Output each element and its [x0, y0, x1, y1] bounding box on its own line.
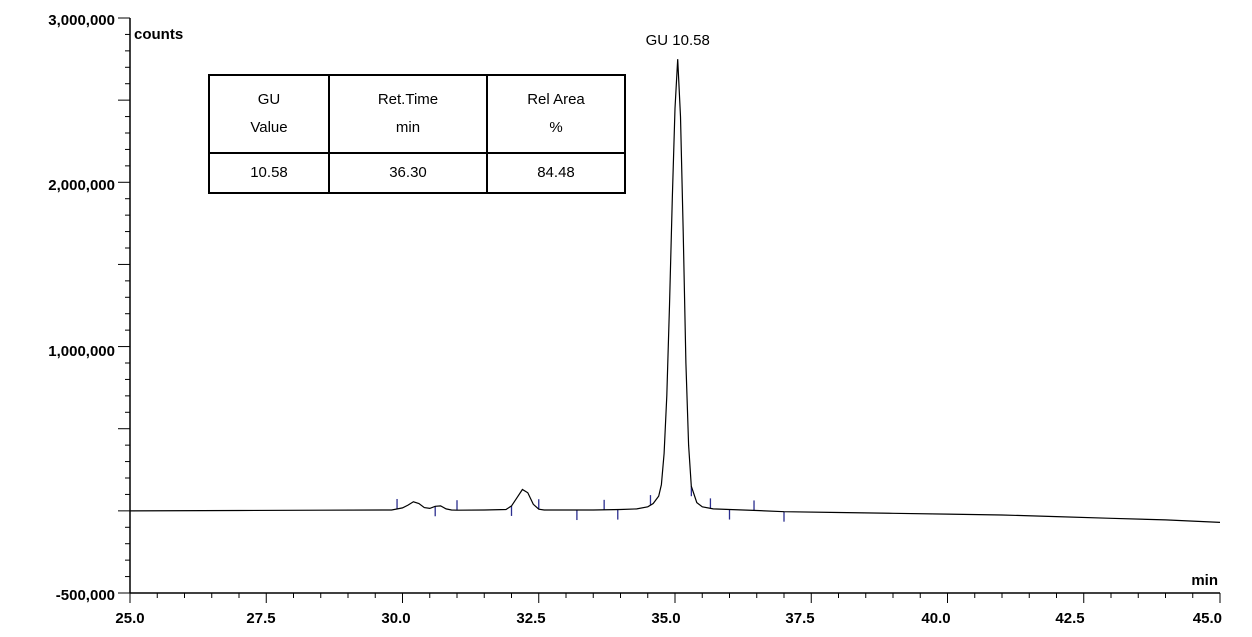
x-tick-label-0: 25.0 — [115, 610, 144, 627]
x-ticks — [129, 593, 1221, 603]
chart-axes — [118, 17, 1221, 603]
y-tick-label-1: 2,000,000 — [48, 177, 115, 194]
peak-table-cell-gu: 10.58 — [208, 152, 330, 194]
x-tick-label-3: 32.5 — [516, 610, 545, 627]
peak-table-row: 10.58 36.30 84.48 — [208, 152, 626, 194]
peak-table-header-gu: GU Value — [208, 74, 330, 154]
y-tick-label-3: -500,000 — [56, 587, 115, 604]
y-tick-label-0: 3,000,000 — [48, 12, 115, 29]
peak-table-header-row: GU Value Ret.Time min Rel Area % — [208, 74, 626, 154]
header-line-1: Ret.Time — [377, 91, 439, 108]
x-tick-label-4: 35.0 — [651, 610, 680, 627]
peak-table-cell-rel-area: 84.48 — [486, 152, 626, 194]
peak-annotation-label: GU 10.58 — [646, 32, 710, 49]
y-ticks — [118, 17, 130, 594]
peak-table-header-ret-time: Ret.Time min — [328, 74, 488, 154]
peak-table-cell-ret-time: 36.30 — [328, 152, 488, 194]
peak-table: GU Value Ret.Time min Rel Area % 10.58 3… — [208, 74, 626, 194]
header-line-1: GU — [257, 91, 281, 108]
x-tick-label-6: 40.0 — [921, 610, 950, 627]
x-tick-label-2: 30.0 — [381, 610, 410, 627]
y-axis-unit-label: counts — [134, 26, 183, 43]
peak-table-header-rel-area: Rel Area % — [486, 74, 626, 154]
peak-boundary-markers — [396, 486, 785, 522]
x-axis-unit-label: min — [1191, 572, 1218, 589]
y-tick-label-2: 1,000,000 — [48, 343, 115, 360]
header-line-2: % — [549, 119, 563, 136]
x-tick-label-1: 27.5 — [246, 610, 275, 627]
x-tick-label-7: 42.5 — [1055, 610, 1084, 627]
header-line-2: Value — [250, 119, 288, 136]
chromatogram-trace — [129, 59, 1221, 523]
x-tick-label-5: 37.5 — [785, 610, 814, 627]
header-line-1: Rel Area — [527, 91, 585, 108]
x-tick-label-8: 45.0 — [1193, 610, 1222, 627]
header-line-2: min — [395, 119, 421, 136]
